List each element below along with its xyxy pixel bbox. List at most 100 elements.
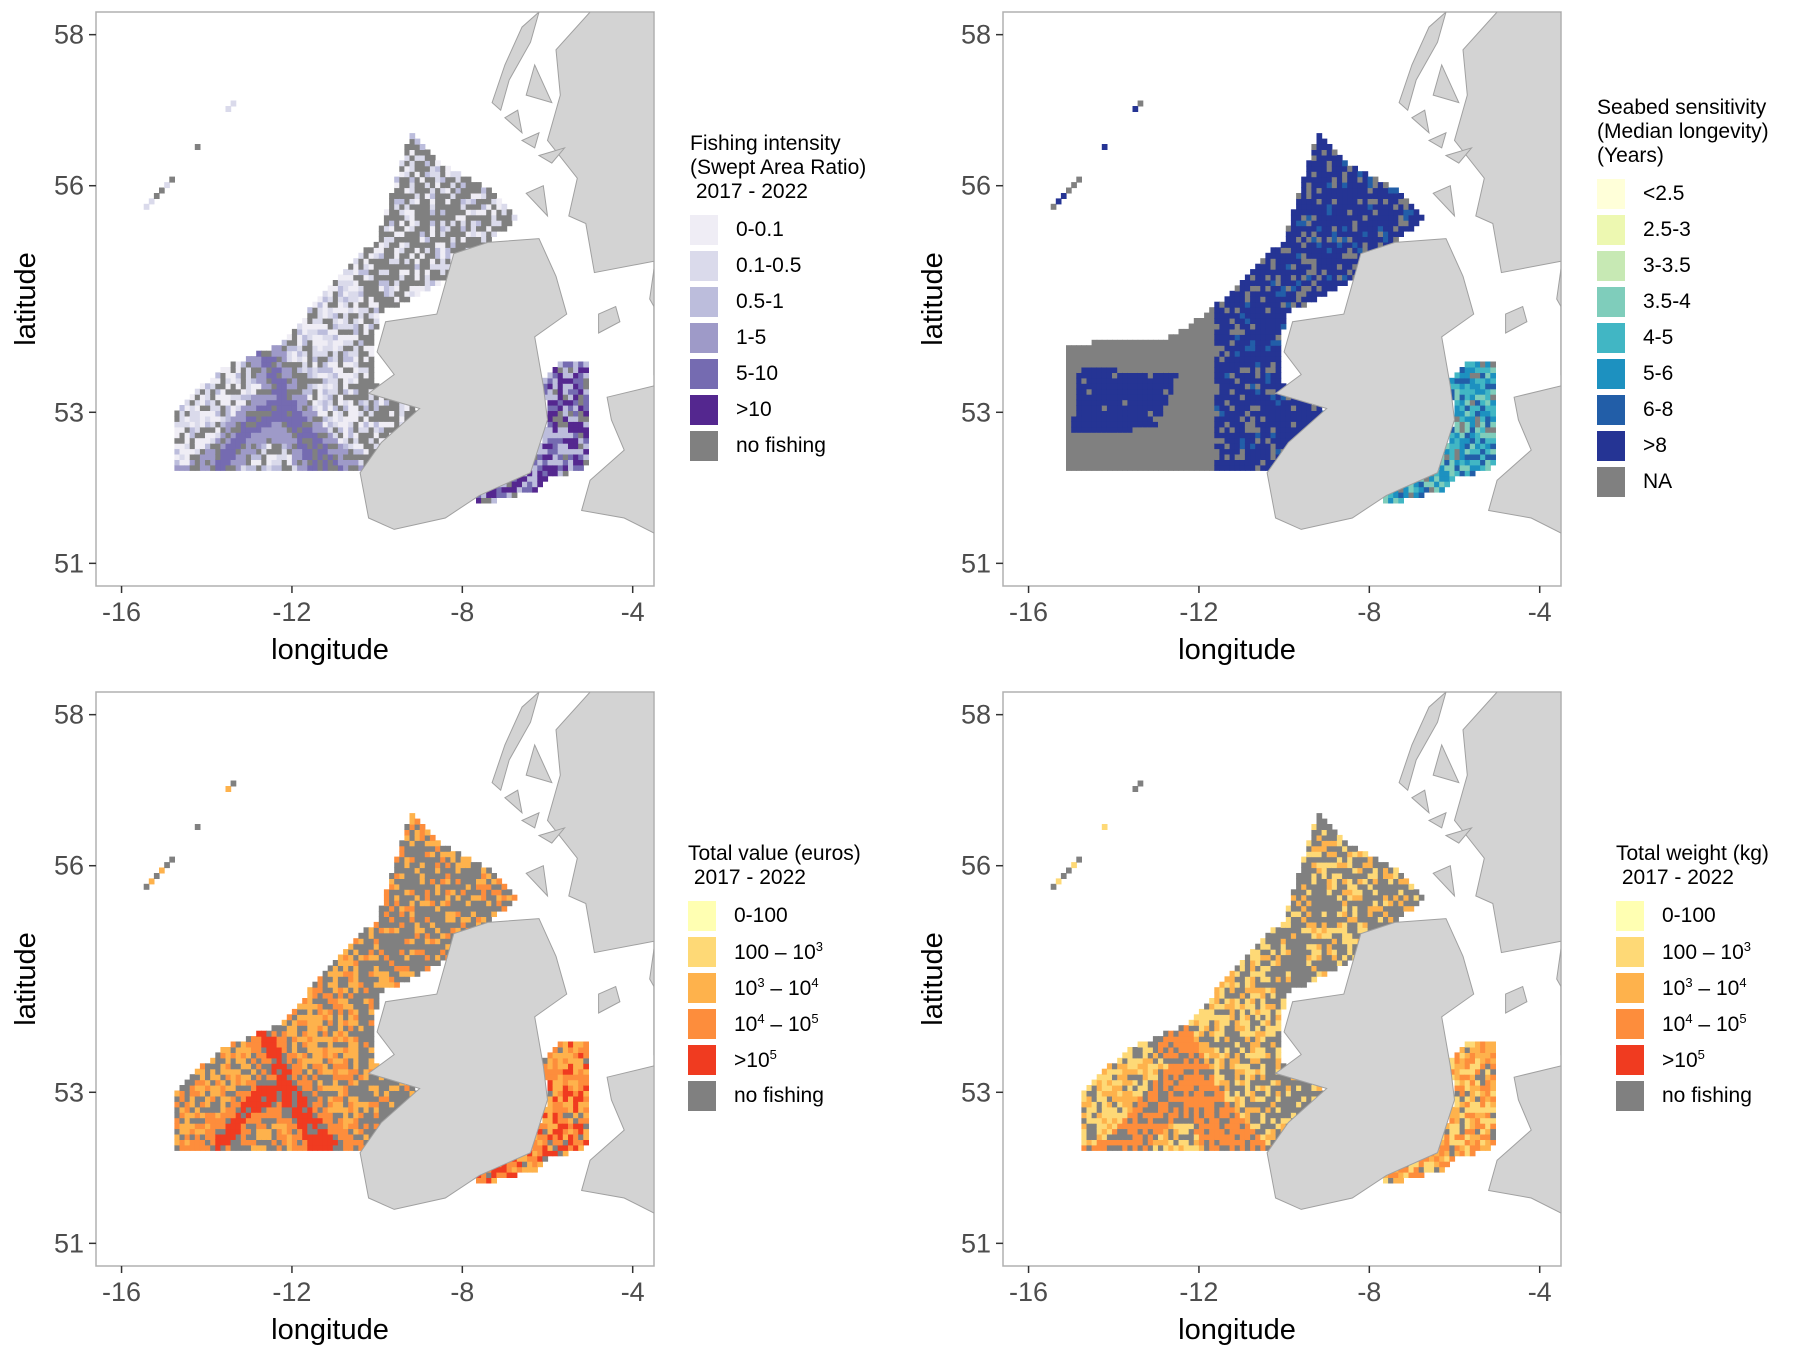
y-tick-label: 51 bbox=[54, 1228, 84, 1258]
legend-label: 104 – 105 bbox=[734, 1011, 819, 1037]
legend-swatch bbox=[1616, 1045, 1644, 1075]
legend-swatch bbox=[1597, 179, 1625, 209]
x-axis-title: longitude bbox=[1178, 634, 1296, 666]
legend-item: 103 – 104 bbox=[688, 970, 861, 1006]
y-tick-label: 58 bbox=[961, 20, 991, 50]
legend-swatch bbox=[688, 1009, 716, 1039]
legend-swatch bbox=[688, 1045, 716, 1075]
y-tick-label: 53 bbox=[54, 1077, 84, 1107]
y-tick-label: 56 bbox=[54, 171, 84, 201]
legend-label: >10 bbox=[736, 398, 772, 422]
legend-label: 103 – 104 bbox=[734, 975, 819, 1001]
legend-item: 100 – 103 bbox=[688, 934, 861, 970]
y-axis-title: latitude bbox=[917, 932, 949, 1026]
x-tick-label: -4 bbox=[621, 597, 645, 627]
legend-item: 3-3.5 bbox=[1597, 248, 1769, 284]
legend-swatch bbox=[1597, 215, 1625, 245]
legend-swatch bbox=[1597, 359, 1625, 389]
x-tick-label: -16 bbox=[102, 1277, 141, 1307]
x-tick-label: -12 bbox=[1179, 1277, 1218, 1307]
legend-label: 0.5-1 bbox=[736, 290, 784, 314]
y-tick-label: 56 bbox=[961, 851, 991, 881]
legend-title: Seabed sensitivity (Median longevity) (Y… bbox=[1597, 96, 1769, 168]
legend-total-value: Total value (euros) 2017 - 2022 0-100 100… bbox=[688, 842, 861, 1114]
legend-swatch bbox=[1616, 901, 1644, 931]
legend-item: >105 bbox=[688, 1042, 861, 1078]
legend-swatch bbox=[1616, 973, 1644, 1003]
y-tick-label: 56 bbox=[961, 171, 991, 201]
legend-swatch bbox=[690, 323, 718, 353]
legend-fishing-intensity: Fishing intensity (Swept Area Ratio) 201… bbox=[690, 132, 866, 464]
legend-item: 5-6 bbox=[1597, 356, 1769, 392]
legend-swatch bbox=[1597, 431, 1625, 461]
y-tick-label: 51 bbox=[961, 548, 991, 578]
legend-item: >105 bbox=[1616, 1042, 1769, 1078]
x-tick-label: -4 bbox=[1528, 1277, 1552, 1307]
legend-item: no fishing bbox=[688, 1078, 861, 1114]
legend-label: NA bbox=[1643, 470, 1672, 494]
legend-label: 6-8 bbox=[1643, 398, 1673, 422]
y-tick-label: 51 bbox=[54, 548, 84, 578]
legend-swatch bbox=[1597, 395, 1625, 425]
legend-label: 4-5 bbox=[1643, 326, 1673, 350]
legend-label: 5-6 bbox=[1643, 362, 1673, 386]
y-axis-title: latitude bbox=[10, 252, 42, 346]
legend-swatch bbox=[1616, 1081, 1644, 1111]
legend-label: 0-0.1 bbox=[736, 218, 784, 242]
legend-title: Total value (euros) 2017 - 2022 bbox=[688, 842, 861, 890]
x-tick-label: -12 bbox=[272, 1277, 311, 1307]
legend-item: 0-100 bbox=[688, 898, 861, 934]
legend-swatch bbox=[1597, 251, 1625, 281]
legend-item: 5-10 bbox=[690, 356, 866, 392]
y-tick-label: 53 bbox=[54, 397, 84, 427]
legend-swatch bbox=[1616, 1009, 1644, 1039]
legend-item: 3.5-4 bbox=[1597, 284, 1769, 320]
legend-swatch bbox=[1597, 287, 1625, 317]
legend-swatch bbox=[1597, 323, 1625, 353]
legend-label: 3-3.5 bbox=[1643, 254, 1691, 278]
legend-swatch bbox=[690, 215, 718, 245]
legend-seabed-sensitivity: Seabed sensitivity (Median longevity) (Y… bbox=[1597, 96, 1769, 500]
legend-item: 104 – 105 bbox=[688, 1006, 861, 1042]
legend-swatch bbox=[1616, 937, 1644, 967]
legend-label: 0-100 bbox=[1662, 904, 1716, 928]
y-tick-label: 51 bbox=[961, 1228, 991, 1258]
legend-item: >10 bbox=[690, 392, 866, 428]
legend-item: no fishing bbox=[690, 428, 866, 464]
england-land bbox=[650, 269, 676, 375]
legend-item: NA bbox=[1597, 464, 1769, 500]
legend-swatch bbox=[688, 937, 716, 967]
x-tick-label: -8 bbox=[450, 1277, 474, 1307]
x-axis-title: longitude bbox=[1178, 1314, 1296, 1346]
legend-swatch bbox=[690, 431, 718, 461]
legend-item: no fishing bbox=[1616, 1078, 1769, 1114]
legend-label: 104 – 105 bbox=[1662, 1011, 1747, 1037]
y-tick-label: 53 bbox=[961, 1077, 991, 1107]
legend-label: no fishing bbox=[734, 1084, 824, 1108]
legend-swatch bbox=[690, 395, 718, 425]
y-tick-label: 56 bbox=[54, 851, 84, 881]
legend-label: 0-100 bbox=[734, 904, 788, 928]
legend-item: 100 – 103 bbox=[1616, 934, 1769, 970]
x-axis-title: longitude bbox=[271, 634, 389, 666]
legend-item: 104 – 105 bbox=[1616, 1006, 1769, 1042]
legend-label: 0.1-0.5 bbox=[736, 254, 801, 278]
legend-label: >105 bbox=[1662, 1047, 1705, 1073]
x-axis-title: longitude bbox=[271, 1314, 389, 1346]
legend-item: <2.5 bbox=[1597, 176, 1769, 212]
legend-item: 0.5-1 bbox=[690, 284, 866, 320]
legend-item: 0-0.1 bbox=[690, 212, 866, 248]
y-axis-title: latitude bbox=[10, 932, 42, 1026]
legend-label: 1-5 bbox=[736, 326, 766, 350]
legend-item: 0.1-0.5 bbox=[690, 248, 866, 284]
x-tick-label: -8 bbox=[1357, 1277, 1381, 1307]
legend-item: 4-5 bbox=[1597, 320, 1769, 356]
x-tick-label: -4 bbox=[1528, 597, 1552, 627]
legend-title: Fishing intensity (Swept Area Ratio) 201… bbox=[690, 132, 866, 204]
y-tick-label: 58 bbox=[54, 700, 84, 730]
legend-item: 2.5-3 bbox=[1597, 212, 1769, 248]
legend-label: no fishing bbox=[736, 434, 826, 458]
legend-label: <2.5 bbox=[1643, 182, 1684, 206]
